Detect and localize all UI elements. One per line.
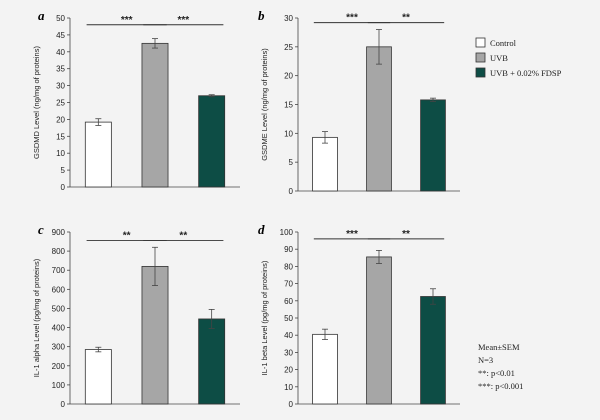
y-tick-label-d-80: 80 bbox=[284, 262, 293, 271]
y-tick-label-a-50: 50 bbox=[56, 14, 65, 23]
significance-label-d-1: ** bbox=[402, 229, 410, 240]
legend-swatch-control bbox=[475, 37, 486, 48]
y-tick-label-c-800: 800 bbox=[52, 247, 66, 256]
y-tick-label-d-100: 100 bbox=[280, 228, 294, 237]
y-tick-label-d-70: 70 bbox=[284, 280, 293, 289]
y-tick-label-c-300: 300 bbox=[52, 343, 66, 352]
y-tick-label-a-35: 35 bbox=[56, 65, 65, 74]
y-tick-label-b-0: 0 bbox=[289, 187, 294, 196]
y-tick-label-a-25: 25 bbox=[56, 99, 65, 108]
y-tick-label-c-500: 500 bbox=[52, 304, 66, 313]
legend-label-control: Control bbox=[490, 38, 517, 48]
y-tick-label-c-700: 700 bbox=[52, 266, 66, 275]
bar-a-control bbox=[84, 121, 112, 188]
y-tick-label-c-400: 400 bbox=[52, 324, 66, 333]
bar-d-uvb bbox=[366, 256, 392, 405]
y-tick-label-a-40: 40 bbox=[56, 48, 65, 57]
significance-label-a-1: *** bbox=[177, 15, 189, 26]
y-tick-label-c-100: 100 bbox=[52, 381, 66, 390]
significance-label-b-0: *** bbox=[346, 13, 358, 24]
y-tick-label-d-20: 20 bbox=[284, 366, 293, 375]
y-tick-label-a-15: 15 bbox=[56, 132, 65, 141]
chart-panel-d: d 0 10 20 30 40 50 60 70 80 90 100 IL-1 beta Level (… bbox=[258, 222, 460, 409]
legend-label-fdsp: UVB + 0.02% FDSP bbox=[490, 68, 562, 78]
y-tick-label-c-600: 600 bbox=[52, 285, 66, 294]
legend-swatch-fdsp bbox=[475, 67, 486, 78]
chart-panel-c: c 0 100 200 300 400 500 600 700 800 900 IL-1 alpha … bbox=[32, 222, 240, 409]
legend: Control UVB UVB + 0.02% FDSP bbox=[475, 37, 562, 78]
panel-letter-b: b bbox=[258, 8, 265, 23]
y-tick-label-b-5: 5 bbox=[289, 158, 294, 167]
y-tick-label-a-45: 45 bbox=[56, 31, 65, 40]
statistics-notes: Mean±SEM N=3 **: p<0.01 ***: p<0.001 bbox=[478, 342, 523, 391]
panel-letter-a: a bbox=[38, 8, 45, 23]
bar-d-control bbox=[312, 333, 338, 405]
bar-c-fdsp bbox=[198, 318, 226, 405]
y-axis-title-a: GSDMD Level (ng/mg of proteins) bbox=[32, 46, 41, 159]
y-axis-title-d: IL-1 beta Level (pg/mg of proteins) bbox=[260, 260, 269, 375]
y-tick-label-d-30: 30 bbox=[284, 348, 293, 357]
significance-label-a-0: *** bbox=[121, 15, 133, 26]
y-tick-label-d-10: 10 bbox=[284, 383, 293, 392]
y-tick-label-b-25: 25 bbox=[284, 43, 293, 52]
y-tick-label-a-10: 10 bbox=[56, 149, 65, 158]
y-tick-label-b-20: 20 bbox=[284, 72, 293, 81]
y-tick-label-d-0: 0 bbox=[289, 400, 294, 409]
significance-label-d-0: *** bbox=[346, 229, 358, 240]
bar-b-fdsp bbox=[420, 99, 446, 192]
y-tick-label-a-30: 30 bbox=[56, 82, 65, 91]
legend-swatch-uvb bbox=[475, 52, 486, 63]
y-tick-label-d-90: 90 bbox=[284, 245, 293, 254]
y-tick-label-b-10: 10 bbox=[284, 129, 293, 138]
significance-label-b-1: ** bbox=[402, 13, 410, 24]
significance-label-c-0: ** bbox=[123, 231, 131, 242]
note-sample-size: N=3 bbox=[478, 355, 493, 365]
y-axis-title-b: GSDME Level (ng/mg of proteins) bbox=[260, 48, 269, 161]
y-axis-title-c: IL-1 alpha Level (pg/mg of proteins) bbox=[32, 258, 41, 377]
y-tick-label-a-20: 20 bbox=[56, 115, 65, 124]
note-mean-sem: Mean±SEM bbox=[478, 342, 520, 352]
bar-a-uvb bbox=[141, 42, 169, 188]
bar-c-control bbox=[84, 349, 112, 405]
y-tick-label-d-40: 40 bbox=[284, 331, 293, 340]
bar-b-uvb bbox=[366, 46, 392, 192]
panel-letter-c: c bbox=[38, 222, 44, 237]
y-tick-label-c-900: 900 bbox=[52, 228, 66, 237]
bar-b-control bbox=[312, 136, 338, 192]
y-tick-label-c-0: 0 bbox=[61, 400, 66, 409]
note-p-0001: ***: p<0.001 bbox=[478, 381, 523, 391]
legend-label-uvb: UVB bbox=[490, 53, 508, 63]
y-tick-label-d-50: 50 bbox=[284, 314, 293, 323]
significance-label-c-1: ** bbox=[179, 231, 187, 242]
y-tick-label-c-200: 200 bbox=[52, 362, 66, 371]
y-tick-label-b-15: 15 bbox=[284, 101, 293, 110]
y-tick-label-a-0: 0 bbox=[61, 183, 66, 192]
chart-panel-a: a 0 5 10 15 20 25 30 35 40 45 50 GSDMD Level (ng/mg … bbox=[32, 8, 240, 192]
chart-panel-b: b 0 5 10 15 20 25 30 GSDME Level (ng/mg of prote… bbox=[258, 8, 460, 196]
y-tick-label-d-60: 60 bbox=[284, 297, 293, 306]
bar-a-fdsp bbox=[198, 95, 226, 188]
panel-letter-d: d bbox=[258, 222, 265, 237]
y-tick-label-b-30: 30 bbox=[284, 14, 293, 23]
bar-d-fdsp bbox=[420, 296, 446, 405]
y-tick-label-a-5: 5 bbox=[61, 166, 66, 175]
bar-c-uvb bbox=[141, 265, 169, 405]
note-p-001: **: p<0.01 bbox=[478, 368, 515, 378]
